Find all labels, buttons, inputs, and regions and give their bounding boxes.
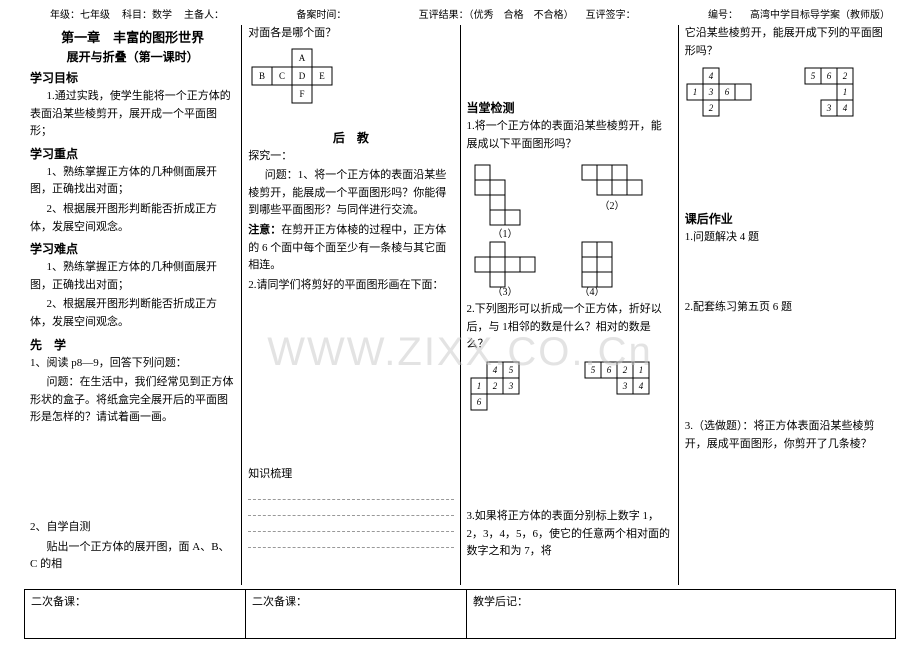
svg-text:5: 5 bbox=[811, 71, 816, 81]
no-label: 编号： bbox=[708, 6, 738, 21]
heading-summary: 知识梳理 bbox=[248, 466, 453, 484]
nets-figure-1: （1） （2） （3） （4） bbox=[467, 157, 672, 297]
column-4: 它沿某些棱剪开，能展开成下列的平面图形吗？ bbox=[679, 25, 896, 585]
hard-2: 2、根据展开图形判断能否折成正方体，发展空间观念。 bbox=[30, 296, 235, 331]
pre-1: 1、阅读 p8—9，回答下列问题： bbox=[30, 355, 235, 373]
svg-text:3: 3 bbox=[708, 87, 714, 97]
probe: 探究一： bbox=[248, 148, 453, 166]
hw2: 2.配套练习第五页 6 题 bbox=[685, 299, 890, 317]
svg-text:2: 2 bbox=[492, 381, 497, 391]
svg-text:6: 6 bbox=[606, 365, 611, 375]
column-2: 对面各是哪个面？ A B C D E F bbox=[242, 25, 460, 585]
hw3: 3.（选做题）：将正方体表面沿某些棱剪开，展成平面图形，你剪开了几条棱？ bbox=[685, 418, 890, 453]
svg-text:1: 1 bbox=[843, 87, 848, 97]
chapter-title: 第一章 丰富的图形世界 bbox=[30, 27, 235, 46]
heading-goal: 学习目标 bbox=[30, 69, 235, 86]
heading-post: 后 教 bbox=[248, 129, 453, 146]
cube-net-abcdef: A B C D E F bbox=[248, 47, 453, 125]
svg-text:F: F bbox=[300, 89, 305, 99]
col4-top: 它沿某些棱剪开，能展开成下列的平面图形吗？ bbox=[685, 25, 890, 60]
footer-cell-1: 二次备课： bbox=[24, 589, 246, 639]
heading-hard: 学习难点 bbox=[30, 240, 235, 257]
q1: 问题：1、将一个正方体的表面沿某些棱剪开，能展成一个平面图形吗？你能得到哪些平面… bbox=[248, 167, 453, 220]
column-3: 当堂检测 1.将一个正方体的表面沿某些棱剪开，能展成以下平面图形吗？ bbox=[461, 25, 679, 585]
svg-text:5: 5 bbox=[590, 365, 595, 375]
heading-focus: 学习重点 bbox=[30, 145, 235, 162]
heading-test: 当堂检测 bbox=[467, 99, 672, 116]
dash-line bbox=[248, 518, 453, 532]
t1: 1.将一个正方体的表面沿某些棱剪开，能展成以下平面图形吗？ bbox=[467, 118, 672, 153]
author-label: 主备人： bbox=[184, 6, 224, 21]
heading-homework: 课后作业 bbox=[685, 210, 890, 227]
note: 注意：在剪开正方体棱的过程中，正方体的 6 个面中每个面至少有一条棱与其它面相连… bbox=[248, 222, 453, 275]
svg-text:6: 6 bbox=[476, 397, 481, 407]
svg-text:4: 4 bbox=[843, 103, 848, 113]
svg-text:4: 4 bbox=[638, 381, 643, 391]
sign-label: 互评签字： bbox=[586, 6, 636, 21]
dash-line bbox=[248, 502, 453, 516]
pre-4: 贴出一个正方体的展开图，面 A、B、C 的相 bbox=[30, 539, 235, 574]
hw1: 1.问题解决 4 题 bbox=[685, 229, 890, 247]
goal-text: 1.通过实践，使学生能将一个正方体的表面沿某些棱剪开，展开成一个平面图形； bbox=[30, 88, 235, 141]
svg-text:3: 3 bbox=[826, 103, 832, 113]
column-1: 第一章 丰富的图形世界 展开与折叠（第一课时） 学习目标 1.通过实践，使学生能… bbox=[24, 25, 242, 585]
lesson-title: 展开与折叠（第一课时） bbox=[30, 48, 235, 65]
svg-text:1: 1 bbox=[476, 381, 481, 391]
svg-text:D: D bbox=[299, 71, 306, 81]
svg-text:4: 4 bbox=[492, 365, 497, 375]
footer-row: 二次备课： 二次备课： 教学后记： bbox=[24, 589, 896, 639]
pre-2: 问题：在生活中，我们经常见到正方体形状的盒子。将纸盒完全展开后的平面图形是怎样的… bbox=[30, 374, 235, 427]
svg-text:3: 3 bbox=[507, 381, 513, 391]
t2: 2.下列图形可以折成一个正方体，折好以后，与 1相邻的数是什么？相对的数是么？ bbox=[467, 301, 672, 354]
svg-text:4: 4 bbox=[709, 71, 714, 81]
pre-3: 2、自学自测 bbox=[30, 519, 235, 537]
footer-cell-2: 二次备课： bbox=[246, 589, 467, 639]
svg-text:B: B bbox=[259, 71, 265, 81]
school-label: 高湾中学目标导学案（教师版） bbox=[750, 6, 890, 21]
svg-text:（3）: （3） bbox=[492, 286, 517, 297]
review-label: 互评结果：（优秀 合格 不合格） bbox=[419, 6, 574, 21]
svg-text:C: C bbox=[279, 71, 285, 81]
svg-text:3: 3 bbox=[621, 381, 627, 391]
subject-label: 科目：数学 bbox=[122, 6, 172, 21]
svg-text:1: 1 bbox=[693, 87, 698, 97]
focus-1: 1、熟练掌握正方体的几种侧面展开图，正确找出对面； bbox=[30, 164, 235, 199]
page-header: 年级：七年级 科目：数学 主备人： 备案时间： 互评结果：（优秀 合格 不合格）… bbox=[0, 0, 920, 25]
focus-2: 2、根据展开图形判断能否折成正方体，发展空间观念。 bbox=[30, 201, 235, 236]
svg-text:（1）: （1） bbox=[492, 228, 517, 240]
dash-line bbox=[248, 486, 453, 500]
heading-pre: 先 学 bbox=[30, 336, 235, 353]
footer-cell-3: 教学后记： bbox=[467, 589, 896, 639]
svg-text:A: A bbox=[299, 53, 306, 63]
svg-text:（2）: （2） bbox=[599, 200, 624, 212]
dash-line bbox=[248, 534, 453, 548]
svg-text:2: 2 bbox=[709, 103, 714, 113]
hard-1: 1、熟练掌握正方体的几种侧面展开图，正确找出对面； bbox=[30, 259, 235, 294]
nets-figure-2: 4 5 1 2 3 6 5 6 2 1 3 4 bbox=[467, 358, 672, 424]
svg-text:6: 6 bbox=[827, 71, 832, 81]
col2-top: 对面各是哪个面？ bbox=[248, 25, 453, 43]
t3: 3.如果将正方体的表面分别标上数字 1，2，3，4，5，6，使它的任意两个相对面… bbox=[467, 508, 672, 561]
main-columns: 第一章 丰富的图形世界 展开与折叠（第一课时） 学习目标 1.通过实践，使学生能… bbox=[0, 25, 920, 585]
svg-text:6: 6 bbox=[725, 87, 730, 97]
date-label: 备案时间： bbox=[296, 6, 346, 21]
q2: 2.请同学们将剪好的平面图形画在下面： bbox=[248, 277, 453, 295]
svg-text:2: 2 bbox=[843, 71, 848, 81]
svg-text:（4）: （4） bbox=[579, 286, 604, 297]
svg-text:E: E bbox=[320, 71, 326, 81]
svg-text:2: 2 bbox=[622, 365, 627, 375]
nets-figure-3: 4 1 3 6 2 5 6 2 1 4 3 bbox=[685, 64, 890, 142]
grade-label: 年级：七年级 bbox=[50, 6, 110, 21]
svg-text:5: 5 bbox=[508, 365, 513, 375]
svg-text:1: 1 bbox=[638, 365, 643, 375]
